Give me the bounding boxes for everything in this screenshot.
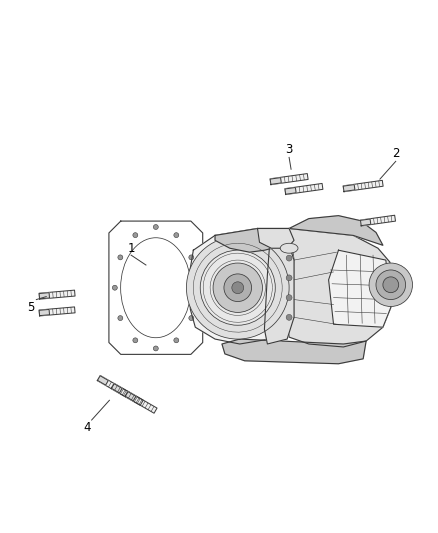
Polygon shape xyxy=(98,376,108,385)
Ellipse shape xyxy=(286,275,292,281)
Polygon shape xyxy=(289,216,383,245)
Text: 1: 1 xyxy=(127,242,135,255)
Text: 4: 4 xyxy=(83,422,91,434)
Polygon shape xyxy=(222,339,366,364)
Ellipse shape xyxy=(174,338,179,343)
Text: 3: 3 xyxy=(286,143,293,156)
Ellipse shape xyxy=(187,237,289,339)
Polygon shape xyxy=(328,250,391,327)
Ellipse shape xyxy=(174,233,179,238)
Ellipse shape xyxy=(194,285,199,290)
Polygon shape xyxy=(111,383,143,405)
Polygon shape xyxy=(360,219,371,225)
Polygon shape xyxy=(39,310,49,316)
Ellipse shape xyxy=(369,263,413,306)
Ellipse shape xyxy=(286,314,292,320)
Ellipse shape xyxy=(224,274,251,302)
Ellipse shape xyxy=(133,233,138,238)
Polygon shape xyxy=(97,376,129,398)
Ellipse shape xyxy=(189,255,194,260)
Polygon shape xyxy=(343,180,383,192)
Polygon shape xyxy=(270,174,308,184)
Ellipse shape xyxy=(286,295,292,301)
Text: 2: 2 xyxy=(392,147,399,160)
Ellipse shape xyxy=(376,270,406,300)
Polygon shape xyxy=(39,290,75,299)
Ellipse shape xyxy=(189,316,194,320)
Polygon shape xyxy=(270,177,281,184)
Text: 5: 5 xyxy=(27,301,34,314)
Polygon shape xyxy=(188,229,294,344)
Ellipse shape xyxy=(133,338,138,343)
Ellipse shape xyxy=(280,243,298,253)
Polygon shape xyxy=(360,215,396,226)
Ellipse shape xyxy=(286,255,292,261)
Polygon shape xyxy=(111,384,122,393)
Polygon shape xyxy=(285,183,323,195)
Polygon shape xyxy=(287,229,393,347)
Polygon shape xyxy=(39,293,49,299)
Polygon shape xyxy=(258,229,294,248)
Polygon shape xyxy=(215,229,289,252)
Polygon shape xyxy=(285,188,296,194)
Ellipse shape xyxy=(200,250,275,325)
Ellipse shape xyxy=(213,263,262,312)
Ellipse shape xyxy=(153,224,158,230)
Ellipse shape xyxy=(118,316,123,320)
Ellipse shape xyxy=(232,282,244,294)
Ellipse shape xyxy=(113,285,117,290)
Polygon shape xyxy=(125,392,136,401)
Polygon shape xyxy=(343,184,355,191)
Polygon shape xyxy=(265,230,294,344)
Ellipse shape xyxy=(153,346,158,351)
Ellipse shape xyxy=(118,255,123,260)
Polygon shape xyxy=(39,307,75,316)
Ellipse shape xyxy=(383,277,399,293)
Polygon shape xyxy=(125,391,157,413)
